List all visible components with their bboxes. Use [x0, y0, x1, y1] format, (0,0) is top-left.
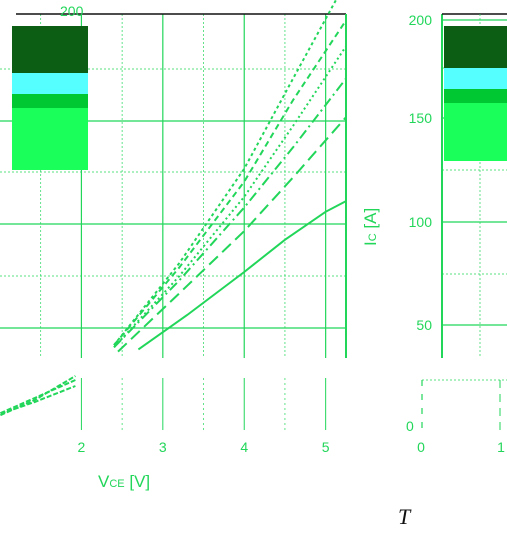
color-swatch — [444, 68, 507, 89]
series-line-fragment — [0, 385, 76, 415]
lower-tick-label: 0 — [406, 418, 414, 434]
color-swatch — [12, 94, 88, 108]
series-line — [113, 77, 347, 348]
series-line-fragment — [0, 379, 76, 415]
series-line-fragment — [0, 375, 76, 417]
color-swatch — [12, 73, 88, 94]
x-tick-label: 4 — [240, 439, 248, 455]
x-axis-title: VCE [V] — [98, 472, 150, 491]
footer-letter: T — [398, 504, 411, 529]
color-swatch — [444, 26, 507, 68]
series-line — [113, 0, 338, 346]
x-tick-label: 1 — [497, 439, 505, 455]
color-swatch — [12, 26, 88, 73]
color-swatch — [12, 108, 88, 170]
y-tick-label: 200 — [409, 12, 433, 28]
y-tick-label: 200 — [60, 3, 84, 19]
series-line — [137, 200, 347, 351]
y-tick-label: 150 — [409, 110, 433, 126]
y-tick-label: 50 — [416, 317, 432, 333]
x-tick-label: 2 — [78, 439, 86, 455]
y-axis-title: IC [A] — [361, 208, 380, 246]
color-swatch — [444, 89, 507, 103]
x-tick-label: 0 — [417, 439, 425, 455]
color-swatch — [444, 103, 507, 161]
x-tick-label: 3 — [159, 439, 167, 455]
series-line — [117, 116, 347, 353]
y-tick-label: 100 — [409, 214, 433, 230]
x-tick-label: 5 — [322, 439, 330, 455]
